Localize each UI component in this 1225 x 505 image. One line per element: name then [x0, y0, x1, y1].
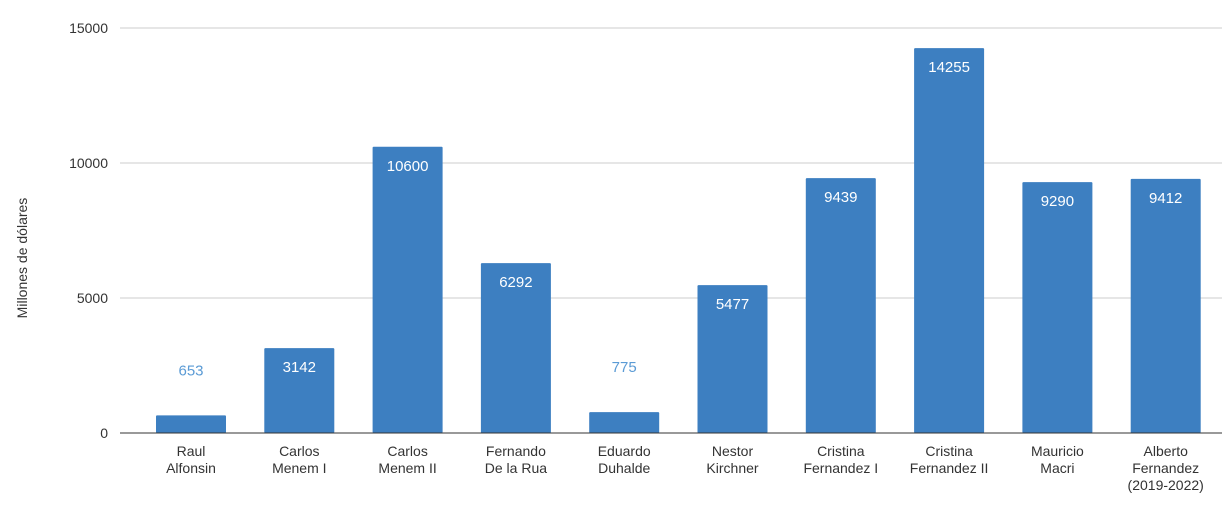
x-category-label: De la Rua: [485, 460, 547, 476]
x-category-label: Cristina: [925, 443, 973, 459]
bar-value-label: 653: [178, 362, 203, 379]
x-category-label: Macri: [1040, 460, 1074, 476]
bar-value-label: 6292: [499, 274, 532, 291]
x-category-label: Carlos: [279, 443, 319, 459]
x-category-label: Menem II: [378, 460, 436, 476]
bar-value-label: 14255: [928, 59, 970, 76]
bar-value-label: 775: [612, 359, 637, 376]
x-category-label: Fernandez: [1132, 460, 1199, 476]
bar-value-label: 9412: [1149, 190, 1182, 207]
x-category-label: Fernandez II: [910, 460, 989, 476]
bar: [589, 412, 660, 433]
y-tick-label: 10000: [69, 155, 108, 171]
x-category-label: Mauricio: [1031, 443, 1084, 459]
x-category-label: Kirchner: [706, 460, 758, 476]
y-tick-label: 5000: [77, 290, 108, 306]
bar: [156, 415, 226, 433]
x-category-label: Fernandez I: [803, 460, 878, 476]
bar: [914, 48, 985, 434]
x-category-label: Alberto: [1144, 443, 1189, 459]
x-category-label: Nestor: [712, 443, 754, 459]
x-category-label: Duhalde: [598, 460, 650, 476]
x-category-label: Raul: [177, 443, 206, 459]
bar-value-label: 10600: [387, 158, 429, 175]
y-axis-ticks: 0 5000 10000 15000: [69, 20, 108, 441]
x-category-label: Eduardo: [598, 443, 651, 459]
x-category-label: Menem I: [272, 460, 326, 476]
x-category-label: Fernando: [486, 443, 546, 459]
bar-value-label: 9439: [824, 189, 857, 206]
bar: [1130, 178, 1201, 433]
y-tick-label: 15000: [69, 20, 108, 36]
bar: [697, 285, 768, 433]
bar-value-label: 5477: [716, 296, 749, 313]
x-category-label: Cristina: [817, 443, 865, 459]
bar: [1022, 182, 1093, 433]
x-category-label: Alfonsin: [166, 460, 216, 476]
bar: [372, 146, 443, 434]
bar: [480, 263, 551, 433]
y-tick-label: 0: [100, 425, 108, 441]
bar-value-label: 3142: [283, 359, 316, 376]
bar-value-label: 9290: [1041, 193, 1074, 210]
y-axis-title: Millones de dólares: [14, 198, 30, 319]
bar-labels: 653 3142 10600 6292 775 5477 9439 14255 9290 9412: [178, 59, 1182, 379]
x-category-label: Carlos: [387, 443, 427, 459]
bars: [156, 48, 1201, 434]
bar: [805, 178, 876, 433]
x-category-label: (2019-2022): [1128, 477, 1204, 493]
bar: [264, 348, 335, 433]
